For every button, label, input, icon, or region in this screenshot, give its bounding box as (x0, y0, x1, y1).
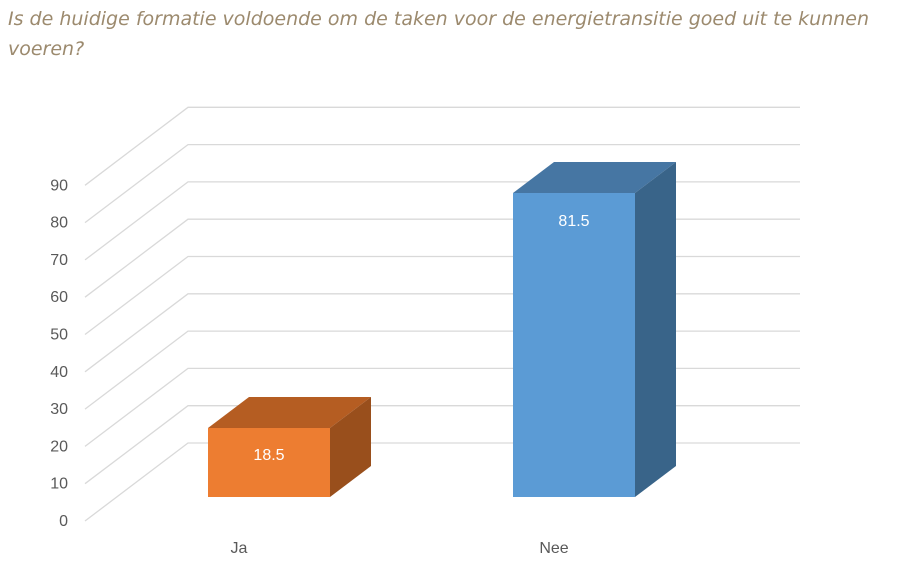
y-tick-label: 70 (50, 252, 68, 269)
y-tick-label: 40 (50, 364, 68, 381)
y-tick-label: 10 (50, 476, 68, 493)
y-tick-label: 60 (50, 289, 68, 306)
bar-top-ja (208, 396, 371, 428)
gridline (84, 255, 800, 336)
bar-side-ja (330, 396, 371, 497)
gridline (84, 367, 800, 447)
y-tick-label: 90 (50, 177, 68, 194)
data-label: 18.5 (253, 447, 284, 464)
gridline (84, 442, 800, 522)
data-label: 81.5 (558, 213, 589, 230)
gridline (84, 405, 800, 485)
y-tick-label: 0 (59, 513, 68, 530)
bar-top-nee (513, 162, 676, 194)
y-tick-label: 20 (50, 438, 68, 455)
gridline (84, 330, 800, 410)
bar-nee (513, 193, 635, 497)
y-tick-label: 50 (50, 327, 68, 344)
bar-side-nee (635, 162, 676, 497)
chart-title: Is de huidige formatie voldoende om de t… (8, 8, 870, 60)
gridline (84, 218, 800, 298)
y-tick-label: 30 (50, 401, 68, 418)
gridline (84, 293, 800, 373)
y-tick-label: 80 (50, 215, 68, 232)
x-tick-label: Ja (231, 540, 248, 557)
x-tick-label: Nee (539, 540, 568, 557)
gridline (84, 106, 800, 186)
gridline (84, 143, 800, 224)
bar-ja (208, 427, 330, 497)
gridline (84, 181, 800, 261)
